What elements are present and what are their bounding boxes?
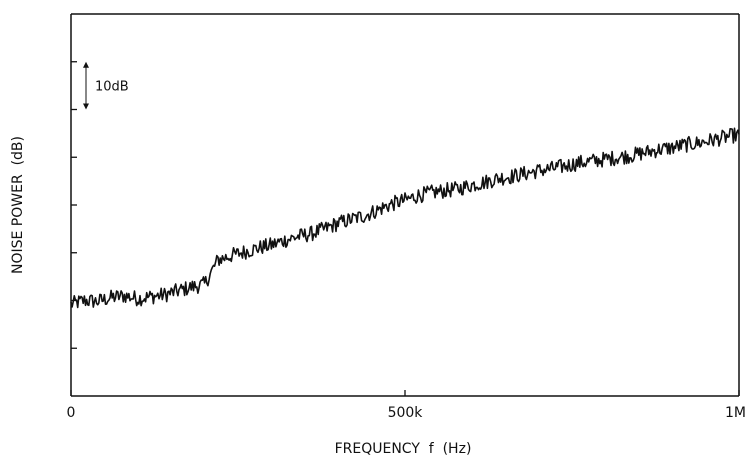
x-tick-label-2: 1M: [725, 405, 746, 421]
scale-marker-arrow-up: [83, 61, 89, 68]
y-axis-label: NOISE POWER (dB): [10, 136, 26, 274]
scale-marker-label: 10dB: [95, 80, 129, 95]
x-tick-labels: 0 500k 1M: [67, 405, 746, 421]
x-tick-label-0: 0: [67, 405, 76, 421]
x-tick-marks: [70, 390, 740, 396]
x-axis-label: FREQUENCY f (Hz): [335, 441, 472, 457]
x-tick-label-1: 500k: [388, 405, 424, 421]
scale-marker: 10dB: [83, 61, 129, 110]
noise-power-series: [70, 127, 740, 309]
scale-marker-arrow-down: [83, 103, 89, 110]
plot-frame: [70, 13, 740, 397]
